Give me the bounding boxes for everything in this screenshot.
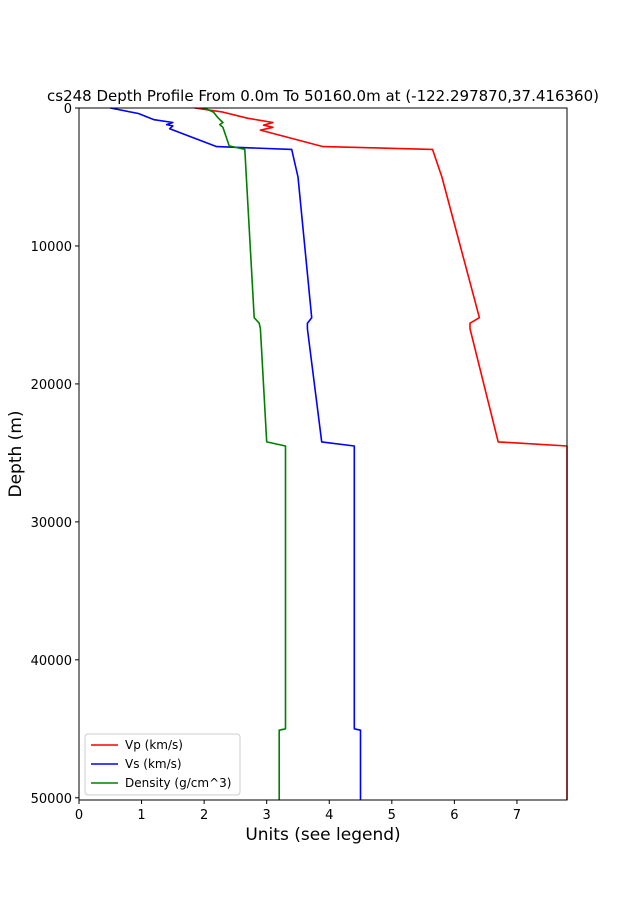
y-tick-label: 40000 [31,654,72,669]
x-axis: 0 1 2 3 4 5 6 7 [75,800,521,823]
x-tick-label: 5 [388,808,396,823]
chart-title: cs248 Depth Profile From 0.0m To 50160.0… [47,87,599,105]
x-tick-label: 4 [325,808,333,823]
legend-label: Vp (km/s) [125,738,183,752]
x-axis-label: Units (see legend) [245,825,400,845]
y-tick-label: 30000 [31,516,72,531]
legend-label: Vs (km/s) [125,757,182,771]
y-tick-label: 50000 [31,792,72,807]
x-tick-label: 7 [513,808,521,823]
x-tick-label: 1 [137,808,145,823]
legend-label: Density (g/cm^3) [125,776,231,790]
y-tick-label: 0 [64,102,72,117]
legend: Vp (km/s) Vs (km/s) Density (g/cm^3) [84,733,241,796]
x-tick-label: 2 [200,808,208,823]
legend-box [84,733,241,796]
x-tick-label: 3 [263,808,271,823]
series-line-1 [110,107,362,800]
series-layer [110,107,568,800]
y-axis-label: Depth (m) [6,410,26,497]
plot-frame [78,107,568,801]
x-tick-label: 0 [75,808,83,823]
series-line-2 [203,107,287,800]
series-line-0 [194,107,568,800]
x-tick-label: 6 [450,808,458,823]
y-axis: 0 10000 20000 30000 40000 50000 [31,102,79,807]
y-tick-label: 10000 [31,240,72,255]
y-tick-label: 20000 [31,378,72,393]
